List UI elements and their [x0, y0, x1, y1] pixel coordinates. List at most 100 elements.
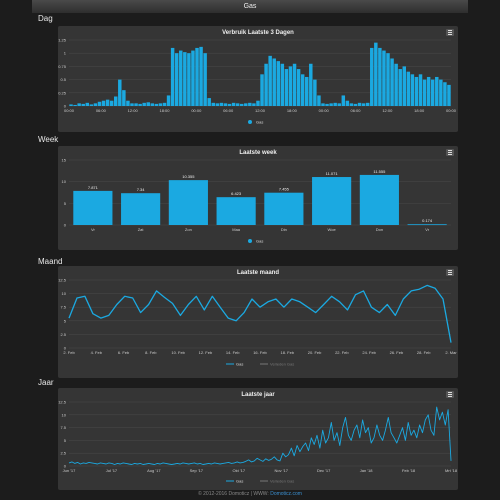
bar [211, 102, 215, 106]
bar [268, 55, 272, 106]
bar [325, 103, 329, 106]
bar [406, 71, 411, 106]
chart-menu-icon[interactable] [446, 29, 454, 36]
chart-menu-icon[interactable] [446, 391, 454, 398]
bar [321, 103, 325, 106]
legend-marker [248, 120, 252, 124]
x-tick-label: 18:00 [159, 108, 170, 113]
bar [374, 42, 378, 106]
bar [349, 103, 354, 106]
x-tick-label: 22. Feb [335, 350, 349, 355]
bar [93, 103, 98, 106]
legend-label: Gas [256, 120, 263, 125]
bar [142, 102, 146, 106]
x-tick-label: Feb '18 [402, 468, 416, 473]
data-label: 6.423 [231, 191, 242, 196]
bar [134, 103, 138, 106]
bar [260, 74, 264, 106]
bar [333, 102, 337, 106]
bar [370, 47, 374, 106]
bar [216, 197, 256, 225]
data-label: 7.871 [88, 185, 99, 190]
bar [256, 100, 260, 106]
x-tick-label: 12. Feb [199, 350, 213, 355]
y-tick-label: 0 [64, 104, 67, 109]
x-tick-label: 12:00 [382, 108, 393, 113]
bar [130, 103, 134, 106]
x-tick-label: Jan '18 [360, 468, 374, 473]
section-label-week: Week [38, 135, 59, 144]
y-tick-label: 12.5 [58, 278, 67, 283]
bar [146, 102, 150, 106]
bar [207, 98, 211, 106]
x-tick-label: 6. Feb [118, 350, 130, 355]
bar [292, 63, 297, 106]
x-tick-label: Sep '17 [190, 468, 204, 473]
series-line [68, 406, 452, 465]
bar [118, 79, 122, 106]
bar [81, 103, 85, 106]
y-tick-label: 0.25 [58, 90, 67, 95]
bar [359, 174, 399, 225]
bar [244, 103, 248, 106]
data-label: 7.455 [279, 187, 290, 192]
y-tick-label: 7.5 [60, 305, 66, 310]
bar [341, 95, 346, 106]
y-tick-label: 15 [62, 158, 67, 163]
x-tick-label: Zat [138, 227, 145, 232]
bar [183, 52, 187, 106]
bar [77, 103, 81, 106]
footer-link[interactable]: Domoticz.com [270, 491, 302, 497]
bar [272, 58, 276, 106]
x-tick-label: 2. Feb [63, 350, 75, 355]
x-tick-label: Vr [425, 227, 430, 232]
data-label: 11.555 [373, 169, 386, 174]
bar [414, 76, 419, 106]
x-tick-label: Okt '17 [233, 468, 246, 473]
y-tick-label: 7.5 [60, 425, 66, 430]
x-tick-label: Jun '17 [63, 468, 77, 473]
bar [187, 53, 191, 106]
x-tick-label: 06:00 [223, 108, 234, 113]
bar [191, 50, 195, 106]
bar [227, 103, 232, 106]
y-tick-label: 2.5 [60, 332, 66, 337]
bar [443, 82, 447, 106]
bar [85, 102, 90, 106]
bar [162, 102, 167, 106]
bar [386, 53, 390, 106]
bar [313, 79, 317, 106]
bar [121, 193, 161, 225]
bar [296, 69, 301, 106]
data-label: 10.355 [182, 174, 195, 179]
x-tick-label: 00:00 [446, 108, 457, 113]
x-tick-label: 20. Feb [308, 350, 322, 355]
x-tick-label: Aug '17 [147, 468, 161, 473]
chart-menu-icon[interactable] [446, 269, 454, 276]
bar [382, 50, 386, 106]
bar [174, 53, 179, 106]
data-label: 0.174 [422, 218, 433, 223]
bar [154, 103, 159, 106]
bar [280, 63, 285, 106]
bar [122, 90, 126, 106]
bar [170, 47, 175, 106]
bar [390, 58, 394, 106]
bar [166, 95, 171, 106]
chart-menu-icon[interactable] [446, 149, 454, 156]
bar [203, 53, 207, 106]
bar [317, 95, 321, 106]
footer: © 2012-2016 Domoticz | WWW: Domoticz.com [0, 491, 500, 497]
x-tick-label: 14. Feb [226, 350, 240, 355]
legend-label: Gas [236, 362, 243, 367]
bar [179, 50, 183, 106]
bar [248, 102, 252, 106]
chart-title: Laatste jaar [241, 392, 275, 398]
bar [394, 63, 398, 106]
bar [422, 79, 427, 106]
bar [264, 192, 304, 225]
x-tick-label: 18:00 [287, 108, 298, 113]
y-tick-label: 0.75 [58, 64, 67, 69]
